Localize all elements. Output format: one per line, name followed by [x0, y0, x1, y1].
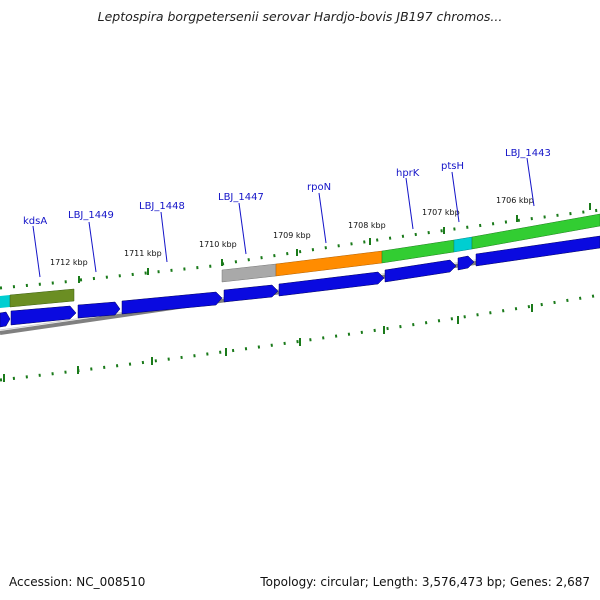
- gene-arrow[interactable]: [77, 301, 121, 319]
- scale-labels: 1712 kbp 1711 kbp 1710 kbp 1709 kbp 1708…: [50, 196, 534, 267]
- gene-arrow[interactable]: [0, 311, 11, 328]
- upper-tick-row-left: [0, 279, 75, 290]
- category-block-green[interactable]: [471, 213, 600, 250]
- gene-label-hprk[interactable]: hprK: [396, 168, 420, 179]
- scale-label: 1706 kbp: [496, 196, 534, 205]
- gene-arrow[interactable]: [121, 291, 223, 315]
- category-block-olive[interactable]: [9, 288, 75, 308]
- genome-summary-text: Topology: circular; Length: 3,576,473 bp…: [260, 575, 590, 589]
- map-title: Leptospira borgpetersenii serovar Hardjo…: [97, 9, 503, 24]
- category-blocks: [0, 213, 600, 308]
- gene-label-ptsh[interactable]: ptsH: [441, 161, 464, 172]
- gene-arrow[interactable]: [10, 305, 77, 326]
- gene-label-lbj-1448[interactable]: LBJ_1448: [139, 201, 185, 212]
- category-block-green[interactable]: [381, 239, 455, 264]
- gene-label-lbj-1447[interactable]: LBJ_1447: [218, 192, 264, 203]
- gene-leader-lines: [32, 157, 535, 278]
- category-block-cyan[interactable]: [453, 236, 473, 253]
- gene-arrow[interactable]: [223, 284, 279, 303]
- accession-text: Accession: NC_008510: [9, 575, 146, 589]
- gene-label-rpon[interactable]: rpoN: [307, 182, 331, 193]
- category-block-orange[interactable]: [275, 250, 383, 277]
- gene-arrow[interactable]: [278, 271, 385, 297]
- scale-ticks: [0, 203, 600, 382]
- category-block-cyan[interactable]: [0, 295, 10, 308]
- lower-tick-row: [0, 293, 600, 382]
- gene-label-lbj-1443[interactable]: LBJ_1443: [505, 148, 551, 159]
- gene-arrow[interactable]: [384, 259, 457, 283]
- gene-label-lbj-1449[interactable]: LBJ_1449: [68, 210, 114, 221]
- upper-tick-row-right: [221, 208, 600, 266]
- upper-tick-row-middle: [79, 263, 223, 282]
- scale-label: 1711 kbp: [124, 249, 162, 258]
- gene-arrows: [0, 235, 600, 328]
- gene-labels: kdsA LBJ_1449 LBJ_1448 LBJ_1447 rpoN hpr…: [23, 148, 551, 227]
- scale-label: 1712 kbp: [50, 258, 88, 267]
- scale-label: 1708 kbp: [348, 221, 386, 230]
- scale-label: 1709 kbp: [273, 231, 311, 240]
- scale-label: 1710 kbp: [199, 240, 237, 249]
- scale-label: 1707 kbp: [422, 208, 460, 217]
- gene-label-kdsa[interactable]: kdsA: [23, 216, 47, 227]
- gene-arrow[interactable]: [475, 235, 600, 267]
- category-block-gray[interactable]: [221, 263, 277, 283]
- major-ticks: [3, 203, 591, 382]
- gene-arrow[interactable]: [457, 255, 475, 271]
